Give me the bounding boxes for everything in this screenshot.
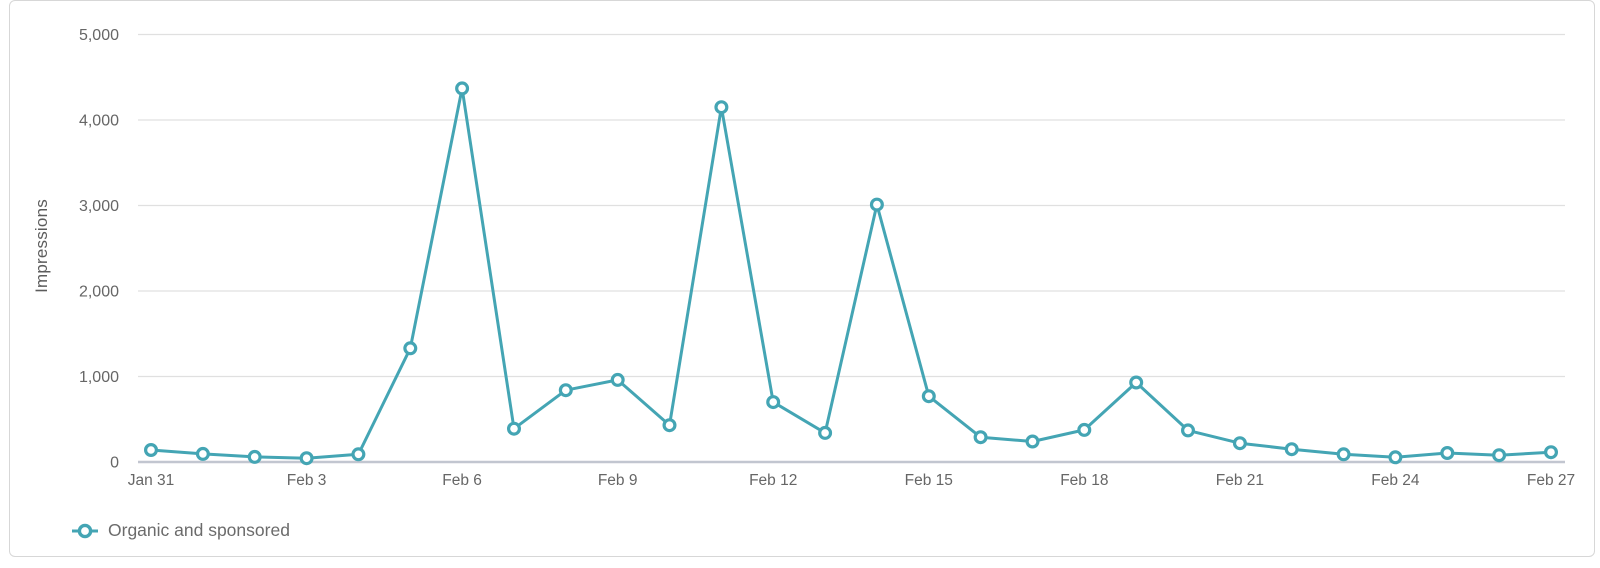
trend-line — [149, 86, 1553, 460]
x-tick-label: Feb 6 — [442, 472, 482, 489]
data-point-feb-13[interactable] — [818, 425, 833, 440]
y-tick-label: 2,000 — [79, 284, 119, 301]
data-point-feb-27[interactable] — [1543, 445, 1558, 460]
x-tick-label: Feb 15 — [905, 472, 953, 489]
data-point-feb-23[interactable] — [1336, 447, 1351, 462]
data-point-feb-11[interactable] — [714, 100, 729, 115]
legend-series-label: Organic and sponsored — [108, 520, 290, 540]
data-point-feb-7[interactable] — [507, 421, 522, 436]
data-point-feb-12[interactable] — [766, 395, 781, 410]
data-point-feb-6[interactable] — [455, 81, 470, 96]
x-tick-label: Feb 27 — [1527, 472, 1575, 489]
legend-series-marker-icon — [71, 521, 99, 541]
data-point-feb-19[interactable] — [1129, 375, 1144, 390]
data-point-jan-31[interactable] — [144, 443, 159, 458]
data-point-feb-15[interactable] — [921, 389, 936, 404]
data-point-feb-26[interactable] — [1492, 448, 1507, 463]
data-point-feb-4[interactable] — [351, 447, 366, 462]
data-point-feb-22[interactable] — [1284, 442, 1299, 457]
data-point-feb-3[interactable] — [299, 451, 314, 466]
data-point-feb-2[interactable] — [247, 449, 262, 464]
data-point-feb-17[interactable] — [1025, 434, 1040, 449]
x-tick-label: Feb 3 — [287, 472, 327, 489]
x-tick-label: Jan 31 — [128, 472, 175, 489]
data-point-feb-18[interactable] — [1077, 422, 1092, 437]
data-point-feb-5[interactable] — [403, 341, 418, 356]
data-point-feb-8[interactable] — [558, 383, 573, 398]
chart-card — [9, 0, 1595, 557]
legend-marker-circle — [77, 523, 93, 538]
data-point-feb-24[interactable] — [1388, 450, 1403, 465]
y-axis-title: Impressions — [32, 199, 51, 293]
x-tick-label: Feb 9 — [598, 472, 638, 489]
data-point-feb-10[interactable] — [662, 418, 677, 433]
legend[interactable]: Organic and sponsored — [71, 520, 290, 541]
y-tick-label: 4,000 — [79, 113, 119, 130]
data-point-feb-9[interactable] — [610, 372, 625, 387]
x-tick-label: Feb 21 — [1216, 472, 1264, 489]
data-point-feb-14[interactable] — [869, 197, 884, 212]
data-point-feb-1[interactable] — [195, 446, 210, 461]
x-tick-label: Feb 18 — [1060, 472, 1108, 489]
y-tick-label: 0 — [110, 455, 119, 472]
data-point-feb-16[interactable] — [973, 430, 988, 445]
x-tick-label: Feb 24 — [1371, 472, 1420, 489]
y-tick-label: 1,000 — [79, 369, 119, 386]
y-tick-label: 3,000 — [79, 198, 119, 215]
y-tick-label: 5,000 — [79, 27, 119, 44]
data-point-feb-20[interactable] — [1180, 423, 1195, 438]
x-tick-label: Feb 12 — [749, 472, 797, 489]
data-point-feb-21[interactable] — [1232, 436, 1247, 451]
data-point-feb-25[interactable] — [1440, 446, 1455, 461]
